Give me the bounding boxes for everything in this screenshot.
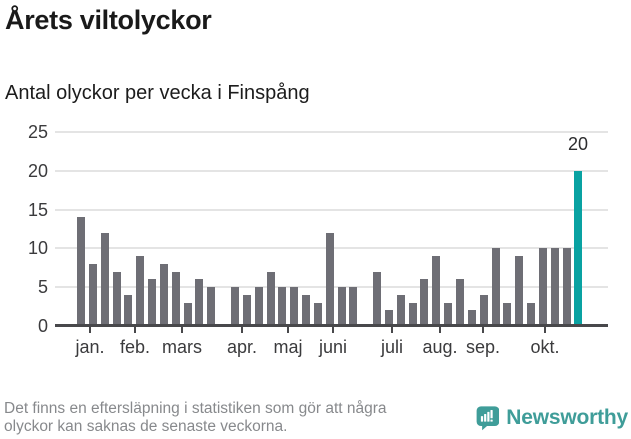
y-tick-label-25: 25: [27, 122, 48, 142]
x-label-juli: juli: [380, 337, 403, 357]
footnote-line-2: olyckor kan saknas de senaste veckorna.: [4, 418, 288, 435]
bar-week: [290, 287, 299, 326]
footnote-line-1: Det finns en eftersläpning i statistiken…: [4, 400, 387, 417]
bar-week: [432, 256, 441, 326]
bar-week: [313, 302, 322, 326]
bar-week: [159, 263, 168, 326]
bar-week: [278, 287, 287, 326]
bar-week: [88, 263, 97, 326]
x-label-juni: juni: [318, 337, 348, 357]
y-tick-label-15: 15: [27, 199, 48, 220]
chart-subtitle: Antal olyckor per vecka i Finspång: [5, 82, 310, 104]
x-label-feb: feb.: [119, 337, 151, 357]
bar-week: [515, 256, 524, 326]
x-tick-aug: [439, 327, 441, 333]
bar-week: [302, 294, 311, 326]
bar-week: [242, 294, 251, 326]
bar-week: [266, 271, 275, 326]
x-tick-jan: [89, 327, 91, 333]
bar-week: [491, 248, 500, 326]
highlight-value-label: 20: [567, 134, 589, 154]
bar-week: [171, 271, 180, 326]
bar-week: [550, 248, 559, 326]
x-tick-apr: [241, 327, 243, 333]
x-label-mars: mars: [162, 337, 202, 357]
gridline-15: [55, 208, 608, 211]
bar-week: [77, 217, 85, 326]
bar-week: [408, 302, 417, 326]
bar-week: [479, 294, 488, 326]
y-tick-label-5: 5: [37, 277, 48, 298]
x-label-okt: okt.: [530, 337, 560, 357]
x-tick-okt: [544, 327, 546, 333]
bar-week: [538, 248, 547, 326]
footnote: Det finns en eftersläpning i statistiken…: [4, 400, 387, 436]
x-tick-sep: [482, 327, 484, 333]
x-label-apr: apr.: [226, 337, 258, 357]
bar-week: [384, 310, 393, 326]
bar-week: [230, 287, 239, 326]
bar-week: [396, 294, 405, 326]
x-label-sep: sep.: [465, 337, 501, 357]
bar-week: [183, 302, 192, 326]
bar-week: [195, 279, 204, 326]
bar-week: [100, 232, 109, 326]
bar-week: [349, 287, 358, 326]
bar-week-highlight: [574, 170, 583, 326]
x-tick-maj: [287, 327, 289, 333]
gridline-25: [55, 131, 608, 133]
bar-week: [373, 271, 382, 326]
x-label-aug: aug.: [422, 337, 458, 357]
y-tick-label-20: 20: [27, 160, 48, 181]
x-axis-line: [55, 324, 608, 327]
newsworthy-logo: Newsworthy: [476, 398, 628, 438]
bar-week: [207, 287, 216, 326]
bar-week: [467, 310, 476, 326]
chart-title: Årets viltolyckor: [5, 5, 212, 35]
x-tick-feb: [134, 327, 136, 333]
bars-container: [77, 132, 583, 326]
bar-week: [325, 232, 334, 326]
bar-week: [456, 279, 464, 326]
gridline-20: [55, 169, 608, 172]
bar-week: [136, 256, 145, 326]
bar-week: [562, 248, 571, 326]
x-tick-juli: [391, 327, 393, 333]
bar-week: [112, 271, 121, 326]
bar-week: [337, 287, 346, 326]
bar-week: [527, 302, 536, 326]
bar-week: [254, 287, 263, 326]
bar-week: [420, 279, 429, 326]
y-tick-label-0: 0: [37, 316, 48, 336]
x-label-maj: maj: [273, 337, 303, 357]
y-tick-label-10: 10: [27, 238, 48, 259]
bar-week: [124, 294, 133, 326]
newsworthy-logo-icon: [476, 406, 500, 431]
x-label-jan: jan.: [75, 337, 105, 357]
bar-week: [444, 302, 453, 326]
x-tick-juni: [332, 327, 334, 333]
x-tick-mars: [181, 327, 183, 333]
bar-week: [503, 302, 512, 326]
newsworthy-logo-text: Newsworthy: [506, 406, 628, 429]
bar-week: [148, 279, 157, 326]
